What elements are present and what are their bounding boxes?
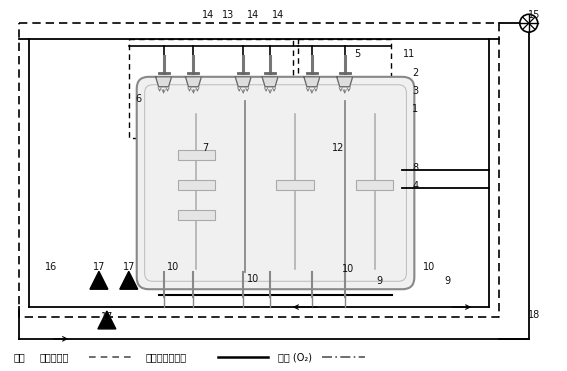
- Text: 17: 17: [93, 262, 105, 272]
- Text: 18: 18: [528, 310, 540, 320]
- Text: 11: 11: [403, 49, 416, 59]
- Text: 12: 12: [332, 143, 344, 153]
- Polygon shape: [185, 77, 201, 87]
- Text: 15: 15: [527, 10, 540, 20]
- Text: 9: 9: [444, 276, 450, 286]
- Text: 2: 2: [412, 68, 418, 78]
- Bar: [177, 180, 215, 190]
- Text: 6: 6: [136, 93, 142, 104]
- Polygon shape: [304, 77, 320, 87]
- Polygon shape: [98, 311, 116, 329]
- Text: 10: 10: [247, 274, 259, 284]
- FancyBboxPatch shape: [137, 77, 414, 289]
- Polygon shape: [235, 77, 251, 87]
- Bar: [276, 180, 314, 190]
- Text: 8: 8: [412, 163, 418, 173]
- Text: 16: 16: [45, 262, 57, 272]
- Bar: [177, 150, 215, 160]
- Text: 氧气 (O₂): 氧气 (O₂): [278, 352, 312, 362]
- Text: 7: 7: [202, 143, 209, 153]
- Bar: [356, 180, 393, 190]
- Polygon shape: [262, 77, 278, 87]
- Text: 17: 17: [101, 312, 113, 322]
- Text: 9: 9: [376, 276, 383, 286]
- Bar: [177, 210, 215, 220]
- Text: 1: 1: [412, 104, 418, 114]
- Polygon shape: [120, 271, 138, 289]
- Text: 碳酸锌溶液: 碳酸锌溶液: [39, 352, 69, 362]
- Text: 10: 10: [423, 262, 435, 272]
- Text: 13: 13: [222, 10, 234, 20]
- Text: 合格碳酸锌溶液: 合格碳酸锌溶液: [146, 352, 187, 362]
- Text: 14: 14: [247, 10, 259, 20]
- Text: 3: 3: [412, 86, 418, 96]
- Polygon shape: [90, 271, 108, 289]
- Text: 14: 14: [202, 10, 214, 20]
- Text: 图例: 图例: [14, 352, 25, 362]
- Text: 14: 14: [272, 10, 284, 20]
- Polygon shape: [337, 77, 353, 87]
- Text: 4: 4: [412, 181, 418, 191]
- Polygon shape: [155, 77, 172, 87]
- Text: 17: 17: [122, 262, 135, 272]
- Circle shape: [520, 14, 538, 32]
- Text: 10: 10: [341, 265, 354, 275]
- Text: 5: 5: [354, 49, 361, 59]
- Text: 10: 10: [167, 262, 180, 272]
